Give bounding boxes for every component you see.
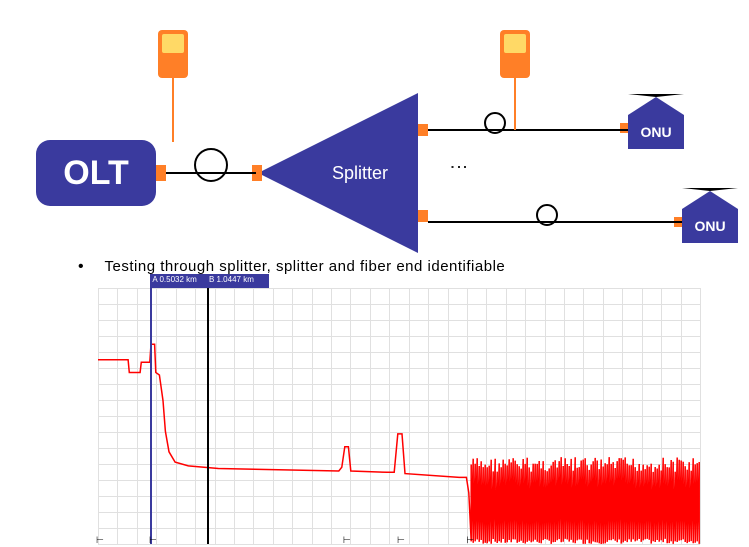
caption-label: Testing through splitter, splitter and f… [105, 258, 506, 275]
caption-text: Testing through splitter, splitter and f… [78, 258, 505, 276]
marker-line-a [150, 288, 152, 544]
ellipsis-icon: ⋮ [448, 158, 470, 177]
marker-label-a: A 0.5032 km [150, 274, 212, 288]
fiber-connector [418, 210, 428, 222]
trace-curve [98, 288, 700, 544]
otdr-trace-chart: A 0.5032 kmB 1.0447 km ⊢⊢⊢⊢⊢ [98, 288, 700, 544]
fiber-connector [156, 165, 166, 181]
marker-label-b: B 1.0447 km [207, 274, 269, 288]
otdr-meter-icon [158, 30, 188, 78]
fiber-line [428, 129, 628, 131]
marker-line-b [207, 288, 209, 544]
otdr-meter-icon [500, 30, 530, 78]
onu-roof [682, 188, 738, 209]
axis-tick: ⊢ [149, 535, 157, 546]
olt-label: OLT [63, 154, 128, 193]
onu-roof [628, 94, 684, 115]
onu-label: ONU [682, 209, 738, 243]
fiber-coil-icon [484, 112, 506, 134]
fiber-connector [418, 124, 428, 136]
axis-tick: ⊢ [343, 535, 351, 546]
fiber-connector [620, 123, 628, 133]
axis-tick: ⊢ [96, 535, 104, 546]
axis-tick: ⊢ [397, 535, 405, 546]
olt-box: OLT [36, 140, 156, 206]
onu-house: ONU [682, 188, 738, 243]
fiber-coil-icon [194, 148, 228, 182]
fiber-coil-icon [536, 204, 558, 226]
axis-tick: ⊢ [466, 535, 474, 546]
splitter-label: Splitter [332, 163, 388, 184]
network-diagram: OLT Splitter ONU ONU ⋮ [0, 0, 749, 250]
onu-house: ONU [628, 94, 684, 149]
onu-label: ONU [628, 115, 684, 149]
